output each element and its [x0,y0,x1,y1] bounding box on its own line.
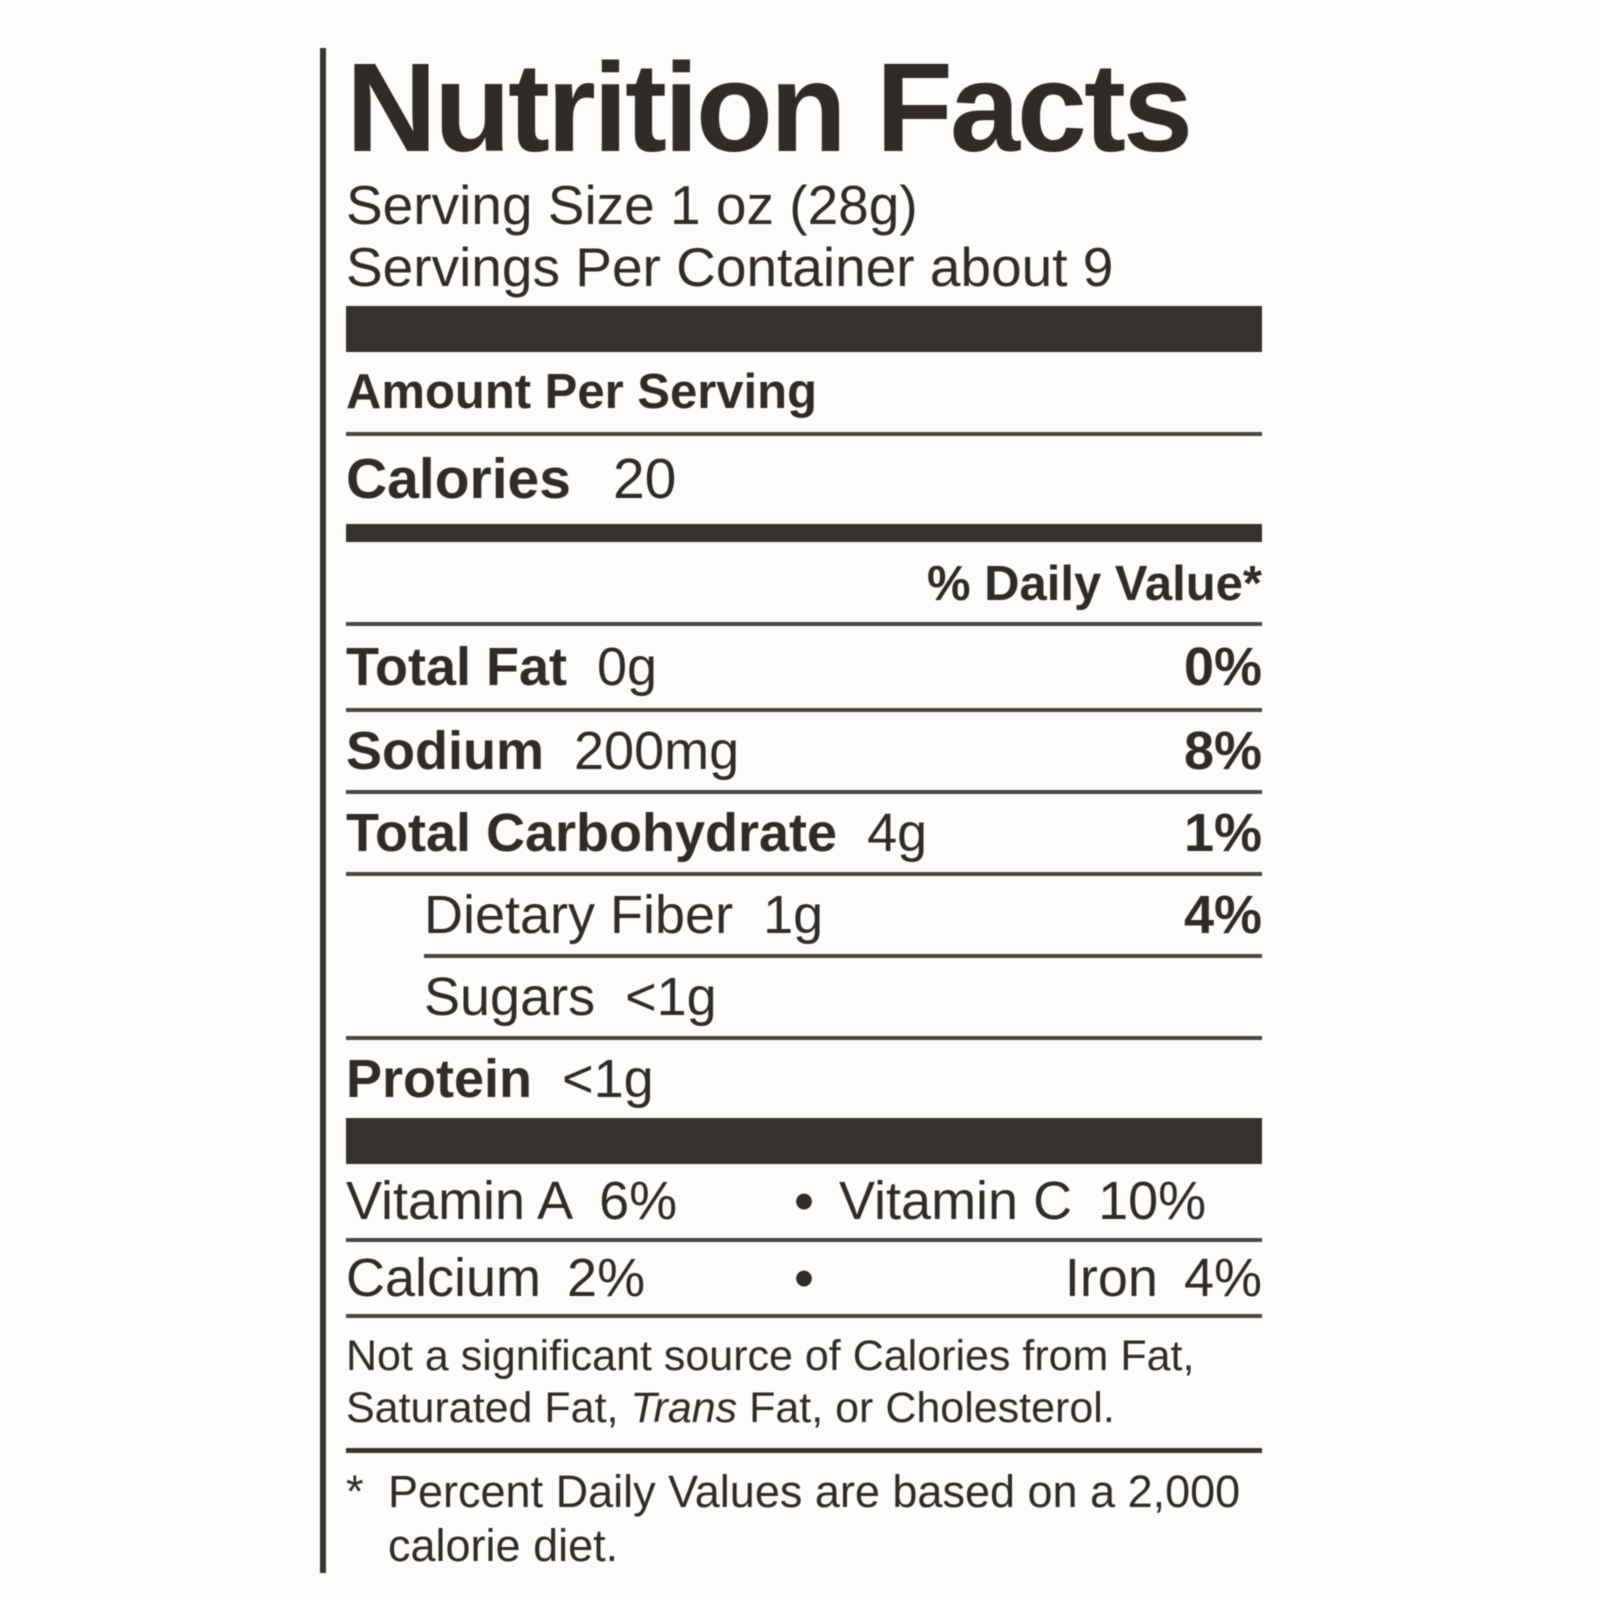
vitamin-a-value: 6% [599,1171,678,1231]
nutrient-row-protein: Protein <1g [346,1036,1262,1118]
disclaimer-line-2: Saturated Fat, Trans Fat, or Cholesterol… [346,1384,1115,1432]
vitamin-c-value: 10% [1098,1171,1207,1231]
total-carbohydrate-daily-value: 1% [1183,803,1262,863]
total-carbohydrate-label: Total Carbohydrate [346,803,838,863]
total-fat-label: Total Fat [346,637,567,697]
sugars-value: <1g [625,967,717,1027]
label-title: Nutrition Facts [346,37,1193,178]
footnote-divider-line [346,1448,1262,1453]
serving-size-text: Serving Size 1 oz (28g) [346,174,918,236]
vitamin-c-label: Vitamin C [839,1171,1073,1231]
total-fat-value: 0g [596,637,658,697]
sodium-daily-value: 8% [1183,721,1262,781]
vitamin-a-label: Vitamin A [346,1171,574,1231]
footnote-line-2: calorie diet. [388,1520,619,1571]
calories-row: Calories 20 [346,436,1262,524]
nutrient-row-sugars: Sugars <1g [424,954,1262,1036]
dietary-fiber-value: 1g [763,885,824,945]
dietary-fiber-daily-value: 4% [1183,885,1262,945]
sodium-label: Sodium [346,721,544,781]
daily-value-footnote: * Percent Daily Values are based on a 2,0… [346,1453,1262,1573]
disclaimer-text: Not a significant source of Calories fro… [346,1318,1262,1448]
total-carbohydrate-value: 4g [867,803,928,863]
vitamin-row-calcium-iron: Calcium 2% • Iron 4% [346,1238,1262,1318]
nutrient-row-dietary-fiber: Dietary Fiber 1g 4% [346,872,1262,954]
sodium-value: 200mg [574,721,740,781]
calories-value: 20 [612,447,677,511]
amount-per-serving-heading: Amount Per Serving [346,352,1262,436]
section-divider-bar-bottom [346,1118,1262,1164]
iron-value: 4% [1183,1248,1262,1308]
calories-divider-bar [346,524,1262,542]
nutrient-row-total-carbohydrate: Total Carbohydrate 4g 1% [346,790,1262,872]
disclaimer-line-1: Not a significant source of Calories fro… [346,1332,1195,1380]
footnote-asterisk: * [346,1466,364,1517]
trans-italic-text: Trans [630,1384,738,1432]
protein-label: Protein [346,1049,533,1109]
iron-label: Iron [1064,1248,1158,1308]
nutrient-table: Total Fat 0g 0% Sodium 200mg 8% Total Carb… [346,626,1262,1118]
section-divider-bar-top [346,306,1262,352]
nutrition-facts-label: Nutrition Facts Serving Size 1 oz (28g) … [320,37,1272,1573]
servings-per-container-text: Servings Per Container about 9 [346,236,1114,298]
calcium-label: Calcium [346,1248,542,1308]
calcium-value: 2% [567,1248,646,1308]
bullet-separator-icon: • [793,1245,815,1311]
dietary-fiber-label: Dietary Fiber [424,885,734,945]
vitamin-row-a-c: Vitamin A 6% • Vitamin C 10% [346,1164,1262,1238]
daily-value-header: % Daily Value* [346,542,1262,626]
nutrient-row-sodium: Sodium 200mg 8% [346,708,1262,790]
bullet-separator-icon: • [793,1168,815,1234]
protein-value: <1g [562,1049,654,1109]
nutrient-row-total-fat: Total Fat 0g 0% [346,626,1262,708]
sugars-label: Sugars [424,967,596,1027]
total-fat-daily-value: 0% [1183,637,1262,697]
footnote-line-1: Percent Daily Values are based on a 2,00… [388,1466,1241,1517]
calories-label: Calories [346,447,571,511]
